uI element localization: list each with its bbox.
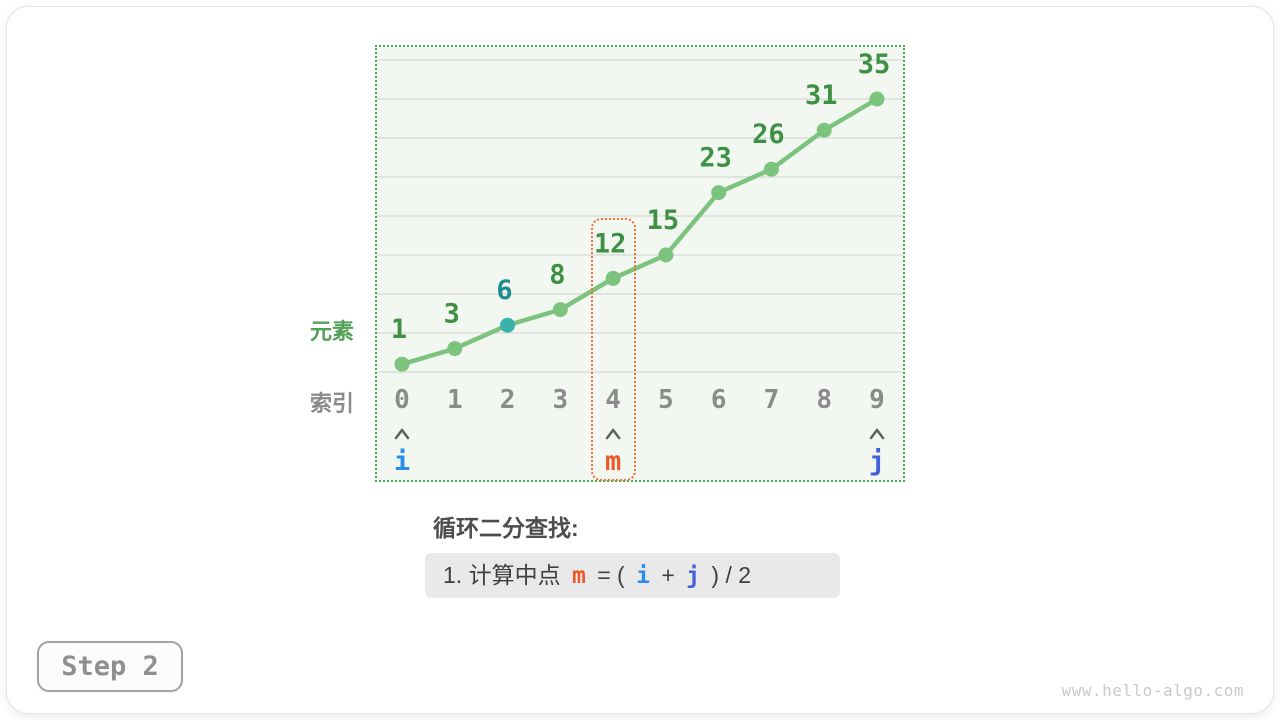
index-label: 9 <box>869 385 885 415</box>
caret-icon <box>394 428 410 440</box>
formula-text-3: + <box>654 562 682 588</box>
value-label: 23 <box>699 143 732 174</box>
value-label: 15 <box>647 205 680 236</box>
data-point <box>816 122 832 138</box>
line-series <box>401 97 879 367</box>
selection-box <box>590 218 636 481</box>
formula-box: 1. 计算中点 m = ( i + j ) / 2 <box>425 553 840 598</box>
index-label: 6 <box>711 385 727 415</box>
pointer-label-i: i <box>394 446 410 477</box>
data-point <box>394 356 410 372</box>
chart-area: 1 0 3 1 6 2 8 3 12 4 15 5 23 6 26 7 31 8 35 9 i m j <box>375 45 905 482</box>
data-point-highlight <box>500 317 516 333</box>
watermark: www.hello-algo.com <box>1061 681 1244 700</box>
step-badge: Step 2 <box>37 641 183 692</box>
formula-var-m: m <box>571 563 586 589</box>
value-label: 8 <box>549 260 565 291</box>
data-point <box>658 247 674 263</box>
index-label: 8 <box>816 385 832 415</box>
formula-var-i: i <box>636 563 650 589</box>
value-label: 6 <box>496 275 512 306</box>
caption: 循环二分查找: <box>433 515 579 541</box>
data-point <box>605 270 621 286</box>
pointer-label-m: m <box>605 446 621 477</box>
index-label: 5 <box>658 385 674 415</box>
data-point <box>711 185 727 201</box>
formula-text-1: 1. 计算中点 <box>443 562 567 588</box>
data-point <box>763 161 779 177</box>
caret-icon <box>605 428 621 440</box>
data-point <box>869 91 885 107</box>
value-label: 31 <box>805 80 838 111</box>
data-point <box>447 341 463 357</box>
value-label: 3 <box>444 299 460 330</box>
value-label: 12 <box>594 228 627 259</box>
index-label: 3 <box>553 385 569 415</box>
caret-icon <box>869 428 885 440</box>
index-label: 2 <box>500 385 516 415</box>
x-axis-label: 索引 <box>309 391 354 416</box>
value-label: 1 <box>391 314 407 345</box>
value-label: 26 <box>752 119 785 150</box>
index-label: 7 <box>764 385 780 415</box>
y-axis-label: 元素 <box>309 319 354 344</box>
formula-var-j: j <box>686 563 701 589</box>
data-point <box>552 302 568 318</box>
formula-text-4: ) / 2 <box>705 562 752 588</box>
pointer-label-j: j <box>869 446 885 477</box>
index-label: 4 <box>605 385 621 415</box>
index-label: 0 <box>394 385 410 415</box>
formula-text-2: = ( <box>590 562 632 588</box>
index-label: 1 <box>447 385 463 415</box>
value-label: 35 <box>858 49 891 80</box>
